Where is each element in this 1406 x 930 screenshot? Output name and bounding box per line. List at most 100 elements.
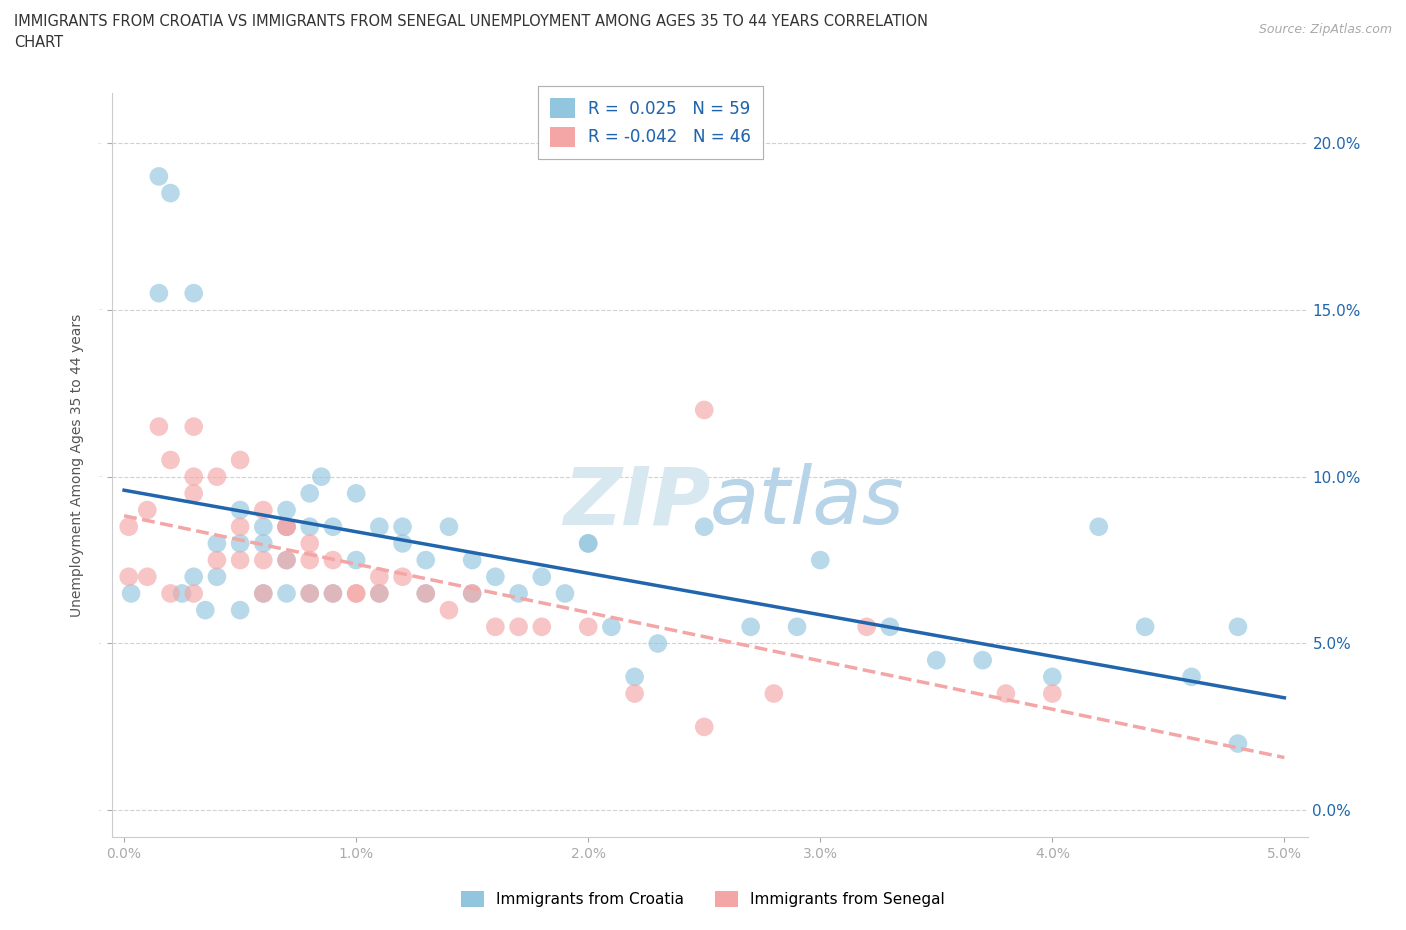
Immigrants from Senegal xyxy=(252,586,274,601)
Immigrants from Senegal xyxy=(762,686,785,701)
Immigrants from Croatia xyxy=(183,286,205,300)
Immigrants from Croatia xyxy=(276,586,298,601)
Immigrants from Croatia xyxy=(647,636,669,651)
Immigrants from Senegal xyxy=(276,519,298,534)
Immigrants from Croatia xyxy=(1180,670,1202,684)
Immigrants from Senegal xyxy=(229,519,252,534)
Text: ZIP: ZIP xyxy=(562,463,710,541)
Immigrants from Croatia xyxy=(205,569,228,584)
Immigrants from Croatia xyxy=(148,286,170,300)
Immigrants from Senegal xyxy=(994,686,1017,701)
Immigrants from Senegal xyxy=(368,569,391,584)
Immigrants from Croatia xyxy=(554,586,576,601)
Immigrants from Senegal xyxy=(693,720,716,735)
Immigrants from Croatia xyxy=(1226,737,1249,751)
Immigrants from Senegal xyxy=(344,586,367,601)
Immigrants from Senegal xyxy=(252,552,274,567)
Immigrants from Croatia xyxy=(623,670,645,684)
Immigrants from Croatia xyxy=(120,586,142,601)
Immigrants from Senegal xyxy=(148,419,170,434)
Immigrants from Croatia xyxy=(276,502,298,517)
Immigrants from Croatia xyxy=(311,470,333,485)
Immigrants from Croatia xyxy=(276,519,298,534)
Immigrants from Senegal xyxy=(252,502,274,517)
Immigrants from Senegal xyxy=(298,552,321,567)
Immigrants from Senegal xyxy=(855,619,877,634)
Immigrants from Senegal xyxy=(183,470,205,485)
Immigrants from Croatia xyxy=(344,552,367,567)
Immigrants from Croatia xyxy=(368,519,391,534)
Immigrants from Croatia xyxy=(229,502,252,517)
Immigrants from Croatia xyxy=(461,586,484,601)
Immigrants from Senegal xyxy=(461,586,484,601)
Immigrants from Senegal xyxy=(344,586,367,601)
Immigrants from Croatia xyxy=(391,519,413,534)
Immigrants from Croatia xyxy=(808,552,831,567)
Immigrants from Senegal xyxy=(205,552,228,567)
Immigrants from Senegal xyxy=(576,619,599,634)
Immigrants from Croatia xyxy=(437,519,460,534)
Immigrants from Croatia xyxy=(252,586,274,601)
Immigrants from Senegal xyxy=(276,552,298,567)
Immigrants from Croatia xyxy=(740,619,762,634)
Immigrants from Croatia xyxy=(484,569,506,584)
Immigrants from Senegal xyxy=(437,603,460,618)
Text: Source: ZipAtlas.com: Source: ZipAtlas.com xyxy=(1258,23,1392,36)
Immigrants from Croatia xyxy=(252,519,274,534)
Immigrants from Croatia xyxy=(148,169,170,184)
Immigrants from Senegal xyxy=(322,552,344,567)
Immigrants from Senegal xyxy=(118,569,141,584)
Immigrants from Croatia xyxy=(972,653,994,668)
Immigrants from Croatia xyxy=(172,586,194,601)
Immigrants from Senegal xyxy=(508,619,530,634)
Immigrants from Senegal xyxy=(1040,686,1063,701)
Text: atlas: atlas xyxy=(710,463,905,541)
Immigrants from Senegal xyxy=(484,619,506,634)
Immigrants from Croatia xyxy=(205,536,228,551)
Immigrants from Croatia xyxy=(786,619,808,634)
Immigrants from Senegal xyxy=(205,470,228,485)
Immigrants from Croatia xyxy=(194,603,217,618)
Immigrants from Senegal xyxy=(298,536,321,551)
Immigrants from Senegal xyxy=(276,519,298,534)
Immigrants from Croatia xyxy=(276,552,298,567)
Immigrants from Croatia xyxy=(322,519,344,534)
Immigrants from Senegal xyxy=(229,552,252,567)
Immigrants from Croatia xyxy=(600,619,623,634)
Immigrants from Croatia xyxy=(298,519,321,534)
Immigrants from Croatia xyxy=(183,569,205,584)
Immigrants from Senegal xyxy=(136,569,159,584)
Immigrants from Senegal xyxy=(183,586,205,601)
Immigrants from Senegal xyxy=(183,485,205,500)
Y-axis label: Unemployment Among Ages 35 to 44 years: Unemployment Among Ages 35 to 44 years xyxy=(70,313,84,617)
Text: CHART: CHART xyxy=(14,35,63,50)
Immigrants from Croatia xyxy=(576,536,599,551)
Immigrants from Senegal xyxy=(368,586,391,601)
Immigrants from Croatia xyxy=(1226,619,1249,634)
Immigrants from Croatia xyxy=(229,536,252,551)
Immigrants from Croatia xyxy=(693,519,716,534)
Legend: Immigrants from Croatia, Immigrants from Senegal: Immigrants from Croatia, Immigrants from… xyxy=(456,884,950,913)
Immigrants from Senegal xyxy=(322,586,344,601)
Immigrants from Senegal xyxy=(183,419,205,434)
Immigrants from Senegal xyxy=(415,586,437,601)
Immigrants from Croatia xyxy=(530,569,553,584)
Immigrants from Senegal xyxy=(118,519,141,534)
Immigrants from Senegal xyxy=(136,502,159,517)
Immigrants from Croatia xyxy=(298,586,321,601)
Immigrants from Senegal xyxy=(391,569,413,584)
Immigrants from Croatia xyxy=(879,619,901,634)
Immigrants from Croatia xyxy=(298,485,321,500)
Immigrants from Senegal xyxy=(298,586,321,601)
Immigrants from Croatia xyxy=(159,186,181,201)
Immigrants from Croatia xyxy=(508,586,530,601)
Immigrants from Croatia xyxy=(322,586,344,601)
Immigrants from Senegal xyxy=(623,686,645,701)
Immigrants from Croatia xyxy=(415,586,437,601)
Immigrants from Croatia xyxy=(925,653,948,668)
Immigrants from Senegal xyxy=(693,403,716,418)
Text: IMMIGRANTS FROM CROATIA VS IMMIGRANTS FROM SENEGAL UNEMPLOYMENT AMONG AGES 35 TO: IMMIGRANTS FROM CROATIA VS IMMIGRANTS FR… xyxy=(14,14,928,29)
Immigrants from Senegal xyxy=(159,453,181,468)
Legend: R =  0.025   N = 59, R = -0.042   N = 46: R = 0.025 N = 59, R = -0.042 N = 46 xyxy=(538,86,762,159)
Immigrants from Croatia xyxy=(344,485,367,500)
